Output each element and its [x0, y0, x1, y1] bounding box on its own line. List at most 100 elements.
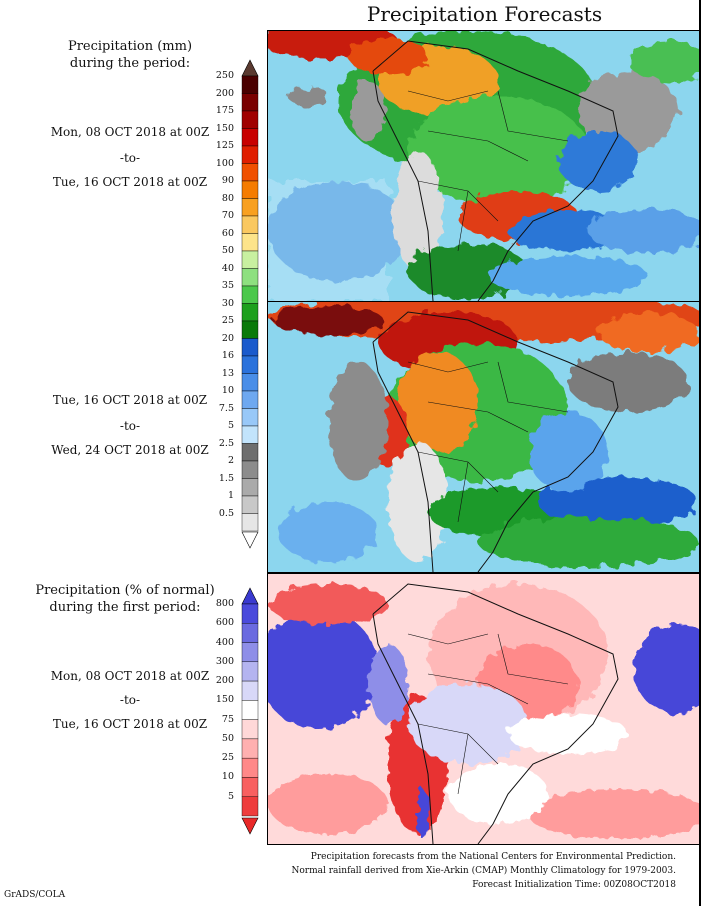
colorbar-mm-tick-label: 25	[221, 315, 234, 326]
colorbar-mm-swatch	[241, 268, 259, 287]
panel3-end-date: Tue, 16 OCT 2018 at 00Z	[52, 717, 208, 731]
panel3-header-line1: Precipitation (% of normal)	[35, 583, 215, 598]
colorbar-mm-swatch	[241, 513, 259, 532]
colorbar-mm-swatch	[241, 338, 259, 357]
colorbar-pct-swatch	[241, 680, 259, 701]
colorbar-pct-tick-label: 5	[227, 790, 234, 802]
colorbar-mm-swatch	[241, 355, 259, 374]
panel2-start-date: Tue, 16 OCT 2018 at 00Z	[52, 393, 208, 407]
colorbar-mm-swatch	[241, 75, 259, 94]
grads-credit: GrADS/COLA	[4, 890, 66, 900]
precip-map-week1	[267, 30, 700, 302]
colorbar-pct-tick-label: 25	[221, 752, 234, 764]
colorbar-pct-swatch	[241, 623, 259, 643]
colorbar-mm-tick-label: 30	[221, 297, 234, 309]
colorbar-mm-swatch	[241, 128, 259, 147]
colorbar-pct-top-cap	[241, 587, 259, 605]
colorbar-pct-swatch	[241, 757, 259, 778]
colorbar-mm-swatch	[241, 145, 259, 164]
colorbar-pct-swatch	[241, 777, 259, 797]
panel2-end-date: Wed, 24 OCT 2018 at 00Z	[51, 443, 209, 457]
colorbar-pct-swatch	[241, 738, 259, 759]
colorbar-mm-swatch	[241, 478, 259, 497]
colorbar-mm-tick-label: 1.5	[218, 472, 234, 484]
colorbar-mm-tick-label: 10	[221, 385, 234, 396]
panel3-header: Precipitation (% of normal) during the f…	[20, 582, 230, 616]
colorbar-mm-tick-label: 13	[221, 367, 234, 379]
panel3-start-date: Mon, 08 OCT 2018 at 00Z	[50, 669, 210, 683]
panel3-to-label: -to-	[119, 693, 141, 707]
colorbar-mm-top-cap	[241, 59, 259, 77]
colorbar-pct-tick-label: 800	[215, 598, 234, 609]
colorbar-pct-swatch	[241, 661, 259, 682]
colorbar-pct-swatch	[241, 603, 259, 624]
colorbar-mm-swatch	[241, 320, 259, 339]
colorbar-mm-tick-label: 125	[215, 140, 234, 151]
panel2-to-label: -to-	[119, 419, 141, 433]
precip-percent-normal-map	[267, 573, 700, 845]
colorbar-mm-swatch	[241, 303, 259, 322]
colorbar-mm-swatch	[241, 390, 259, 409]
colorbar-mm-swatch	[241, 163, 259, 182]
colorbar-mm-swatch	[241, 180, 259, 199]
panel1-start-date: Mon, 08 OCT 2018 at 00Z	[50, 125, 210, 139]
precipitation-mm-colorbar	[241, 59, 259, 549]
colorbar-mm-tick-label: 40	[221, 262, 234, 274]
precip-map-week2	[267, 301, 700, 573]
colorbar-pct-tick-label: 600	[215, 617, 234, 629]
panel1-to-label: -to-	[119, 151, 141, 165]
precipitation-pct-colorbar	[241, 587, 259, 835]
colorbar-mm-swatch	[241, 250, 259, 269]
colorbar-pct-swatch	[241, 796, 259, 817]
colorbar-mm-swatch	[241, 443, 259, 462]
colorbar-mm-bottom-cap	[241, 531, 259, 549]
colorbar-mm-swatch	[241, 373, 259, 392]
colorbar-mm-tick-label: 90	[221, 175, 234, 186]
south-america-outline	[372, 40, 619, 301]
page-title: Precipitation Forecasts	[366, 2, 603, 26]
colorbar-mm-tick-label: 200	[215, 87, 234, 99]
colorbar-mm-swatch	[241, 198, 259, 217]
colorbar-mm-tick-label: 0.5	[218, 507, 234, 519]
footer-notes: Precipitation forecasts from the Nationa…	[240, 850, 677, 892]
colorbar-pct-bottom-cap	[241, 817, 259, 835]
colorbar-mm-tick-label: 70	[221, 210, 234, 221]
panel1-end-date: Tue, 16 OCT 2018 at 00Z	[52, 175, 208, 189]
footer-line2: Normal rainfall derived from Xie-Arkin (…	[291, 866, 677, 876]
colorbar-mm-swatch	[241, 215, 259, 234]
colorbar-pct-swatch	[241, 719, 259, 740]
colorbar-mm-swatch	[241, 110, 259, 129]
colorbar-pct-tick-label: 300	[215, 655, 234, 667]
colorbar-mm-swatch	[241, 495, 259, 514]
colorbar-mm-tick-label: 20	[221, 332, 234, 344]
colorbar-mm-tick-label: 7.5	[218, 402, 234, 414]
panel3-header-line2: during the first period:	[49, 600, 201, 615]
colorbar-mm-tick-label: 16	[221, 350, 234, 361]
colorbar-mm-tick-label: 50	[221, 245, 234, 256]
panel1-header: Precipitation (mm) during the period:	[30, 38, 230, 72]
colorbar-mm-tick-label: 100	[215, 157, 234, 169]
colorbar-pct-tick-label: 200	[215, 675, 234, 687]
colorbar-pct-tick-label: 150	[215, 694, 234, 706]
footer-line3: Forecast Initialization Time: 00Z08OCT20…	[472, 880, 676, 890]
colorbar-mm-swatch	[241, 408, 259, 427]
colorbar-pct-tick-label: 50	[221, 732, 234, 744]
panel1-header-line2: during the period:	[69, 56, 191, 71]
colorbar-mm-tick-label: 175	[215, 105, 234, 116]
colorbar-mm-tick-label: 250	[215, 70, 234, 81]
colorbar-mm-swatch	[241, 233, 259, 252]
colorbar-pct-tick-label: 75	[221, 713, 234, 725]
colorbar-mm-tick-label: 5	[227, 420, 234, 431]
colorbar-pct-swatch	[241, 700, 259, 720]
footer-line1: Precipitation forecasts from the Nationa…	[310, 852, 676, 862]
colorbar-mm-swatch	[241, 93, 259, 112]
colorbar-mm-tick-label: 2	[227, 455, 234, 466]
colorbar-pct-swatch	[241, 642, 259, 663]
right-frame-border	[699, 0, 701, 906]
colorbar-mm-tick-label: 1	[227, 490, 234, 501]
colorbar-pct-tick-label: 400	[215, 636, 234, 648]
colorbar-pct-tick-label: 10	[221, 771, 234, 783]
colorbar-mm-tick-label: 35	[221, 280, 234, 291]
colorbar-mm-swatch	[241, 285, 259, 304]
colorbar-mm-tick-label: 150	[215, 122, 234, 134]
